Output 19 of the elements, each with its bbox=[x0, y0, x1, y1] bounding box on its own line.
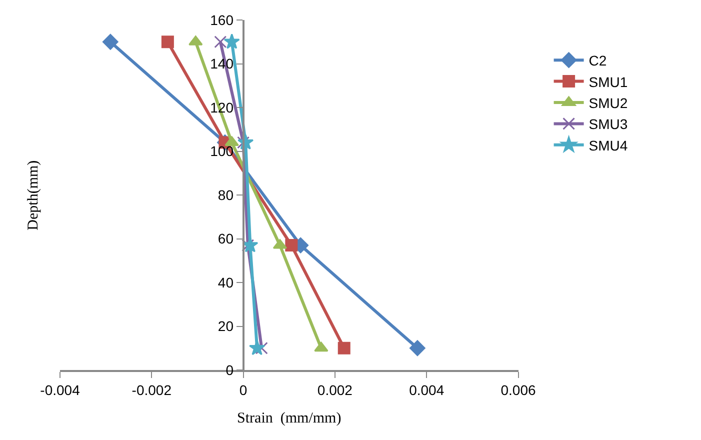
y-tick-label: 60 bbox=[218, 230, 234, 247]
y-tick-label: 160 bbox=[210, 12, 234, 28]
y-axis-title: Depth(mm) bbox=[25, 160, 42, 230]
y-tick-label: 80 bbox=[218, 186, 234, 203]
y-tick-label: 0 bbox=[226, 362, 234, 378]
x-tick-label: 0.004 bbox=[409, 382, 444, 398]
legend-label: C2 bbox=[588, 52, 607, 69]
x-tick-label: -0.002 bbox=[132, 382, 172, 398]
x-tick-label: 0 bbox=[239, 382, 248, 398]
y-tick-label: 40 bbox=[218, 274, 234, 290]
legend-label: SMU3 bbox=[588, 116, 628, 132]
legend-label: SMU2 bbox=[588, 94, 628, 111]
x-axis-title: Strain (mm/mm) bbox=[237, 410, 342, 426]
x-tick-label: 0.006 bbox=[500, 382, 536, 398]
y-tick-label: 20 bbox=[218, 318, 234, 334]
legend-label: SMU4 bbox=[588, 137, 628, 154]
legend-label: SMU1 bbox=[588, 74, 628, 90]
x-tick-label: 0.002 bbox=[317, 382, 353, 398]
x-tick-label: -0.004 bbox=[40, 382, 80, 398]
